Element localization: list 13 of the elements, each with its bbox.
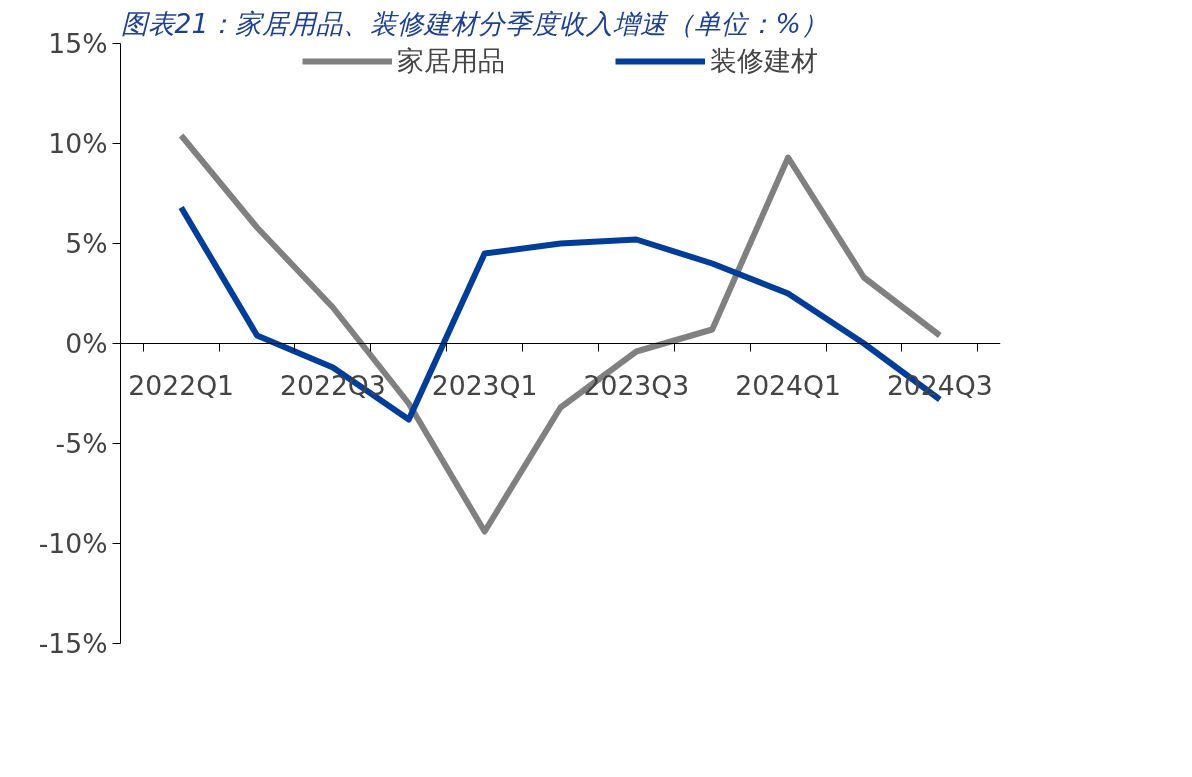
x-tick-label: 2022Q1 — [128, 369, 235, 401]
x-tick-label: 2023Q1 — [431, 369, 538, 401]
y-tick-label: -10% — [38, 528, 108, 559]
y-tick-label: 15% — [48, 28, 108, 59]
y-tick-label: -15% — [38, 628, 108, 659]
legend-label: 装修建材 — [710, 44, 818, 78]
legend-label: 家居用品 — [397, 44, 505, 78]
y-tick-label: -5% — [55, 428, 108, 459]
y-tick-label: 0% — [65, 328, 108, 359]
y-tick-label: 5% — [65, 228, 108, 259]
x-tick-label: 2024Q1 — [735, 369, 841, 401]
chart-title: 图表21：家居用品、装修建材分季度收入增速（单位：%） — [120, 7, 828, 39]
y-tick-label: 10% — [48, 128, 108, 159]
